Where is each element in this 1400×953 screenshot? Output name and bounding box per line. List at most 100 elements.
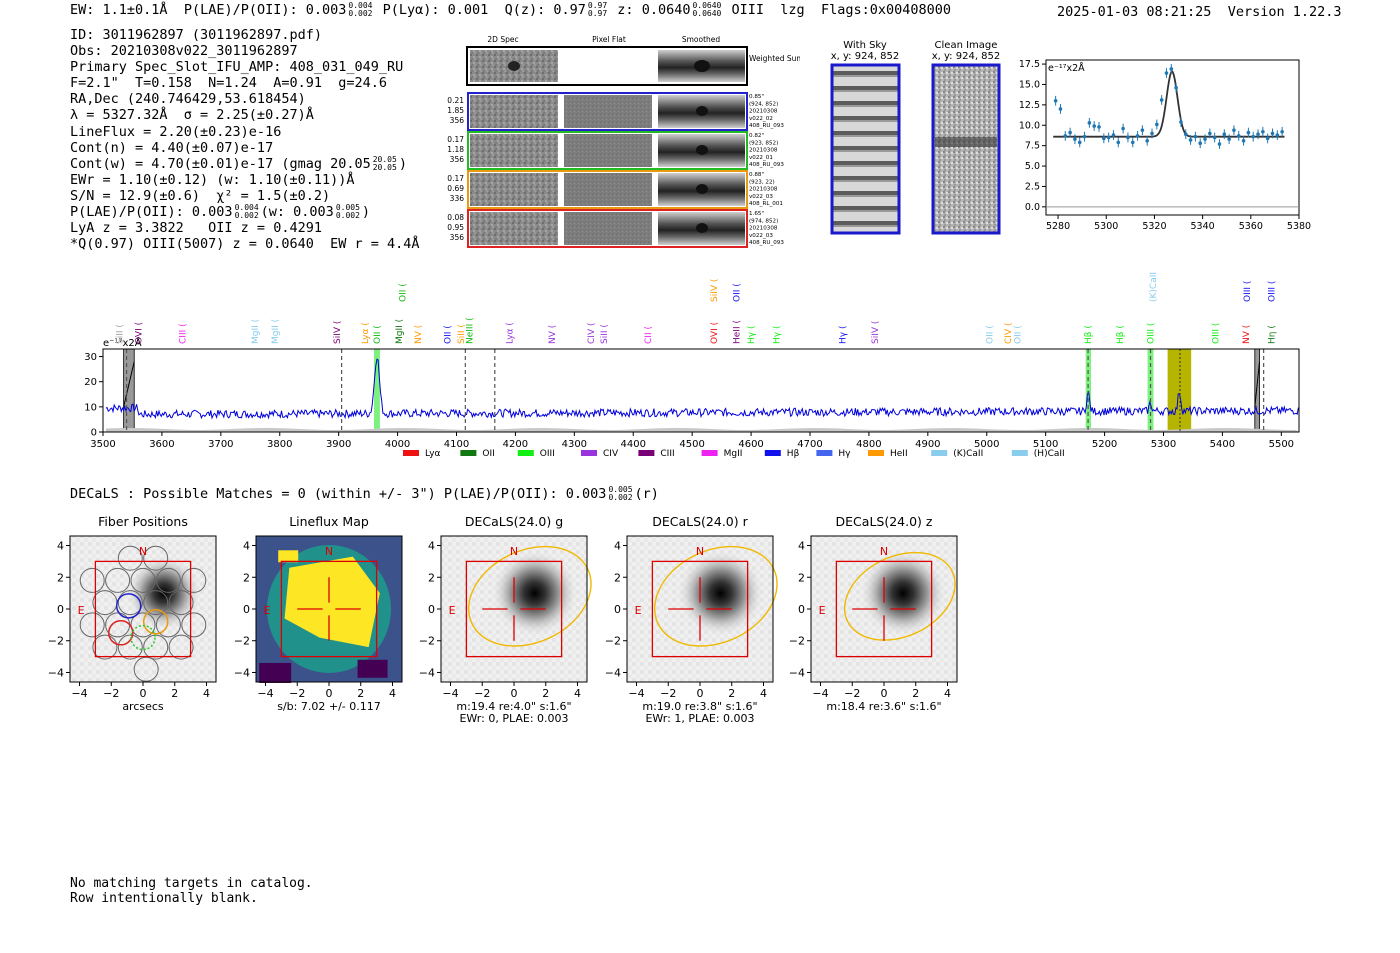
cutout-row-right-label: 1.65": [749, 211, 764, 217]
spectrum-xtick-label: 4800: [856, 439, 881, 450]
fiber-circle: [79, 612, 105, 638]
cutout-row-right-label: (974, 852): [749, 218, 778, 224]
zoom-point: [1155, 122, 1159, 127]
decals-xtick-label: 0: [511, 687, 518, 700]
fiber-cutouts-panel: 2D Spec Pixel Flat Smoothed Weighted Sum…: [447, 35, 800, 248]
clean-image-trace: [935, 137, 997, 147]
cutout-row-right-label: 0.88": [749, 172, 764, 178]
decals-east-label: E: [449, 604, 456, 617]
decals-ytick-label: 0: [614, 603, 621, 616]
zoom-point: [1164, 71, 1169, 75]
spectrum-xtick-label: 5300: [1151, 439, 1176, 450]
decals-box: [465, 560, 563, 658]
decals-ytick-label: −2: [234, 635, 250, 648]
legend-swatch: [638, 450, 655, 456]
zoom-point: [1174, 85, 1178, 90]
decals-xtick-label: −2: [289, 687, 305, 700]
cutout-col-title-smoothed: Smoothed: [682, 35, 721, 44]
spectrum-line-label: OIII (: [1267, 281, 1277, 302]
decals-galaxy: [490, 549, 579, 638]
decals-ytick-label: 0: [57, 603, 64, 616]
legend-label: HeII: [890, 449, 908, 459]
info-id: ID: 3011962897 (3011962897.pdf): [70, 27, 322, 43]
cutout-row-right-label: 408_RU_093: [749, 240, 784, 246]
decals-panel-caption-2: EWr: 0, PLAE: 0.003: [459, 712, 568, 725]
decals-xtick-label: 0: [326, 687, 333, 700]
decals-panel-title: DECaLS(24.0) r: [652, 514, 748, 529]
decals-box: [280, 560, 378, 658]
fiber-circle: [155, 567, 181, 593]
cutout-row-right-label: v022_03: [749, 194, 773, 200]
header-ew: EW: 1.1±0.1Å: [70, 2, 168, 18]
zoom-xtick-label: 5340: [1191, 221, 1215, 232]
zoom-point: [1212, 135, 1217, 140]
header-q-frac: 0.97 0.97: [588, 2, 607, 18]
catalog-note-line2: Row intentionally blank.: [70, 891, 258, 906]
zoom-point: [1261, 129, 1265, 134]
spectrum-line-label: OIII (: [1243, 281, 1253, 302]
cutout-row-right-label: 20210308: [749, 109, 778, 115]
info-fiber: F=2.1" T=0.158 N=1.24 A=0.91 g=24.6: [70, 75, 387, 92]
zoom-ytick-label: 15.0: [1019, 79, 1040, 90]
zoom-point: [1203, 137, 1207, 141]
spectrum-gray-band-hatch: [123, 361, 135, 407]
cutout-row-right-label: 0.85": [749, 94, 764, 100]
header-q-label: Q(z):: [504, 2, 546, 18]
legend-label: (H)CaII: [1034, 449, 1065, 459]
info-plae-hi: 0.004: [234, 203, 259, 213]
cutout-row-source: [696, 184, 708, 194]
fiber-circle: [181, 612, 207, 638]
spectrum-gray-band: [123, 348, 135, 433]
legend-swatch: [403, 450, 419, 456]
cutout-row-left-label: 356: [450, 116, 465, 125]
info-cont-n: Cont(n) = 4.40(±0.07)e-17: [70, 139, 274, 156]
decals-xtick-label: 2: [357, 687, 364, 700]
header-q-lo: 0.97: [587, 9, 608, 18]
info-q: *Q(0.97) OIII(5007) z = 0.0640 EW r = 4.…: [70, 236, 420, 253]
zoom-ytick-label: 12.5: [1019, 100, 1040, 111]
spectrum-line-label: SiII (: [600, 324, 610, 344]
zoom-ytick-label: 0.0: [1025, 202, 1040, 213]
fiber-circle: [133, 656, 159, 682]
zoom-ytick-label: 7.5: [1025, 141, 1040, 152]
zoom-point: [1106, 135, 1111, 140]
decals-line-text: DECaLS : Possible Matches = 0 (within +/…: [70, 486, 607, 502]
zoom-point: [1058, 107, 1063, 111]
legend-swatch: [460, 450, 477, 456]
spectrum-ylabel: e⁻¹⁷x2Å: [103, 336, 142, 349]
zoom-point: [1126, 135, 1130, 140]
weighted-sum-source-smooth: [694, 60, 710, 72]
spectrum-line-label: NeIII (: [465, 317, 475, 344]
spectrum-xtick-label: 4200: [503, 439, 528, 450]
cutout-row-2dspec: [470, 212, 558, 245]
decals-ytick-label: −4: [605, 666, 621, 679]
spectrum-bands: [123, 348, 1261, 433]
fiber-circle: [143, 634, 169, 660]
info-gmag-lo: 20.05: [372, 162, 397, 172]
cutout-row-right-label: v022_02: [749, 116, 773, 122]
info-obs: Obs: 20210308v022_3011962897: [70, 43, 298, 60]
spectrum-line-label: MgII (: [395, 319, 405, 344]
decals-panel-caption: m:19.0 re:3.8" s:1.6": [642, 700, 757, 713]
with-sky-title: With Sky: [843, 40, 887, 51]
zoom-ylabel: e⁻¹⁷x2Å: [1048, 62, 1085, 74]
zoom-ytick-label: 10.0: [1019, 120, 1040, 131]
header-timestamp: 2025-01-03 08:21:25: [1057, 4, 1212, 20]
header-z-hi: 0.0640: [692, 1, 722, 10]
decals-panel-title: Fiber Positions: [98, 514, 188, 529]
fiber-circle: [155, 612, 181, 638]
zoom-ytick-label: 17.5: [1019, 59, 1040, 70]
zoom-ytick-label: 5.0: [1025, 161, 1040, 172]
decals-east-label: E: [819, 604, 826, 617]
decals-panel-title: Lineflux Map: [289, 514, 369, 529]
header-version: Version 1.22.3: [1227, 4, 1342, 20]
spectrum-ytick-label: 30: [84, 352, 97, 363]
clean-image-coords: x, y: 924, 852: [932, 51, 1001, 62]
cutout-row-right-label: (923, 852): [749, 140, 778, 146]
decals-xtick-label: 4: [203, 687, 210, 700]
sky-panels: With Sky x, y: 924, 852 Clean Image x, y…: [830, 40, 1001, 235]
spectrum-gray-band: [1254, 348, 1260, 433]
decals-ytick-label: −4: [789, 666, 805, 679]
